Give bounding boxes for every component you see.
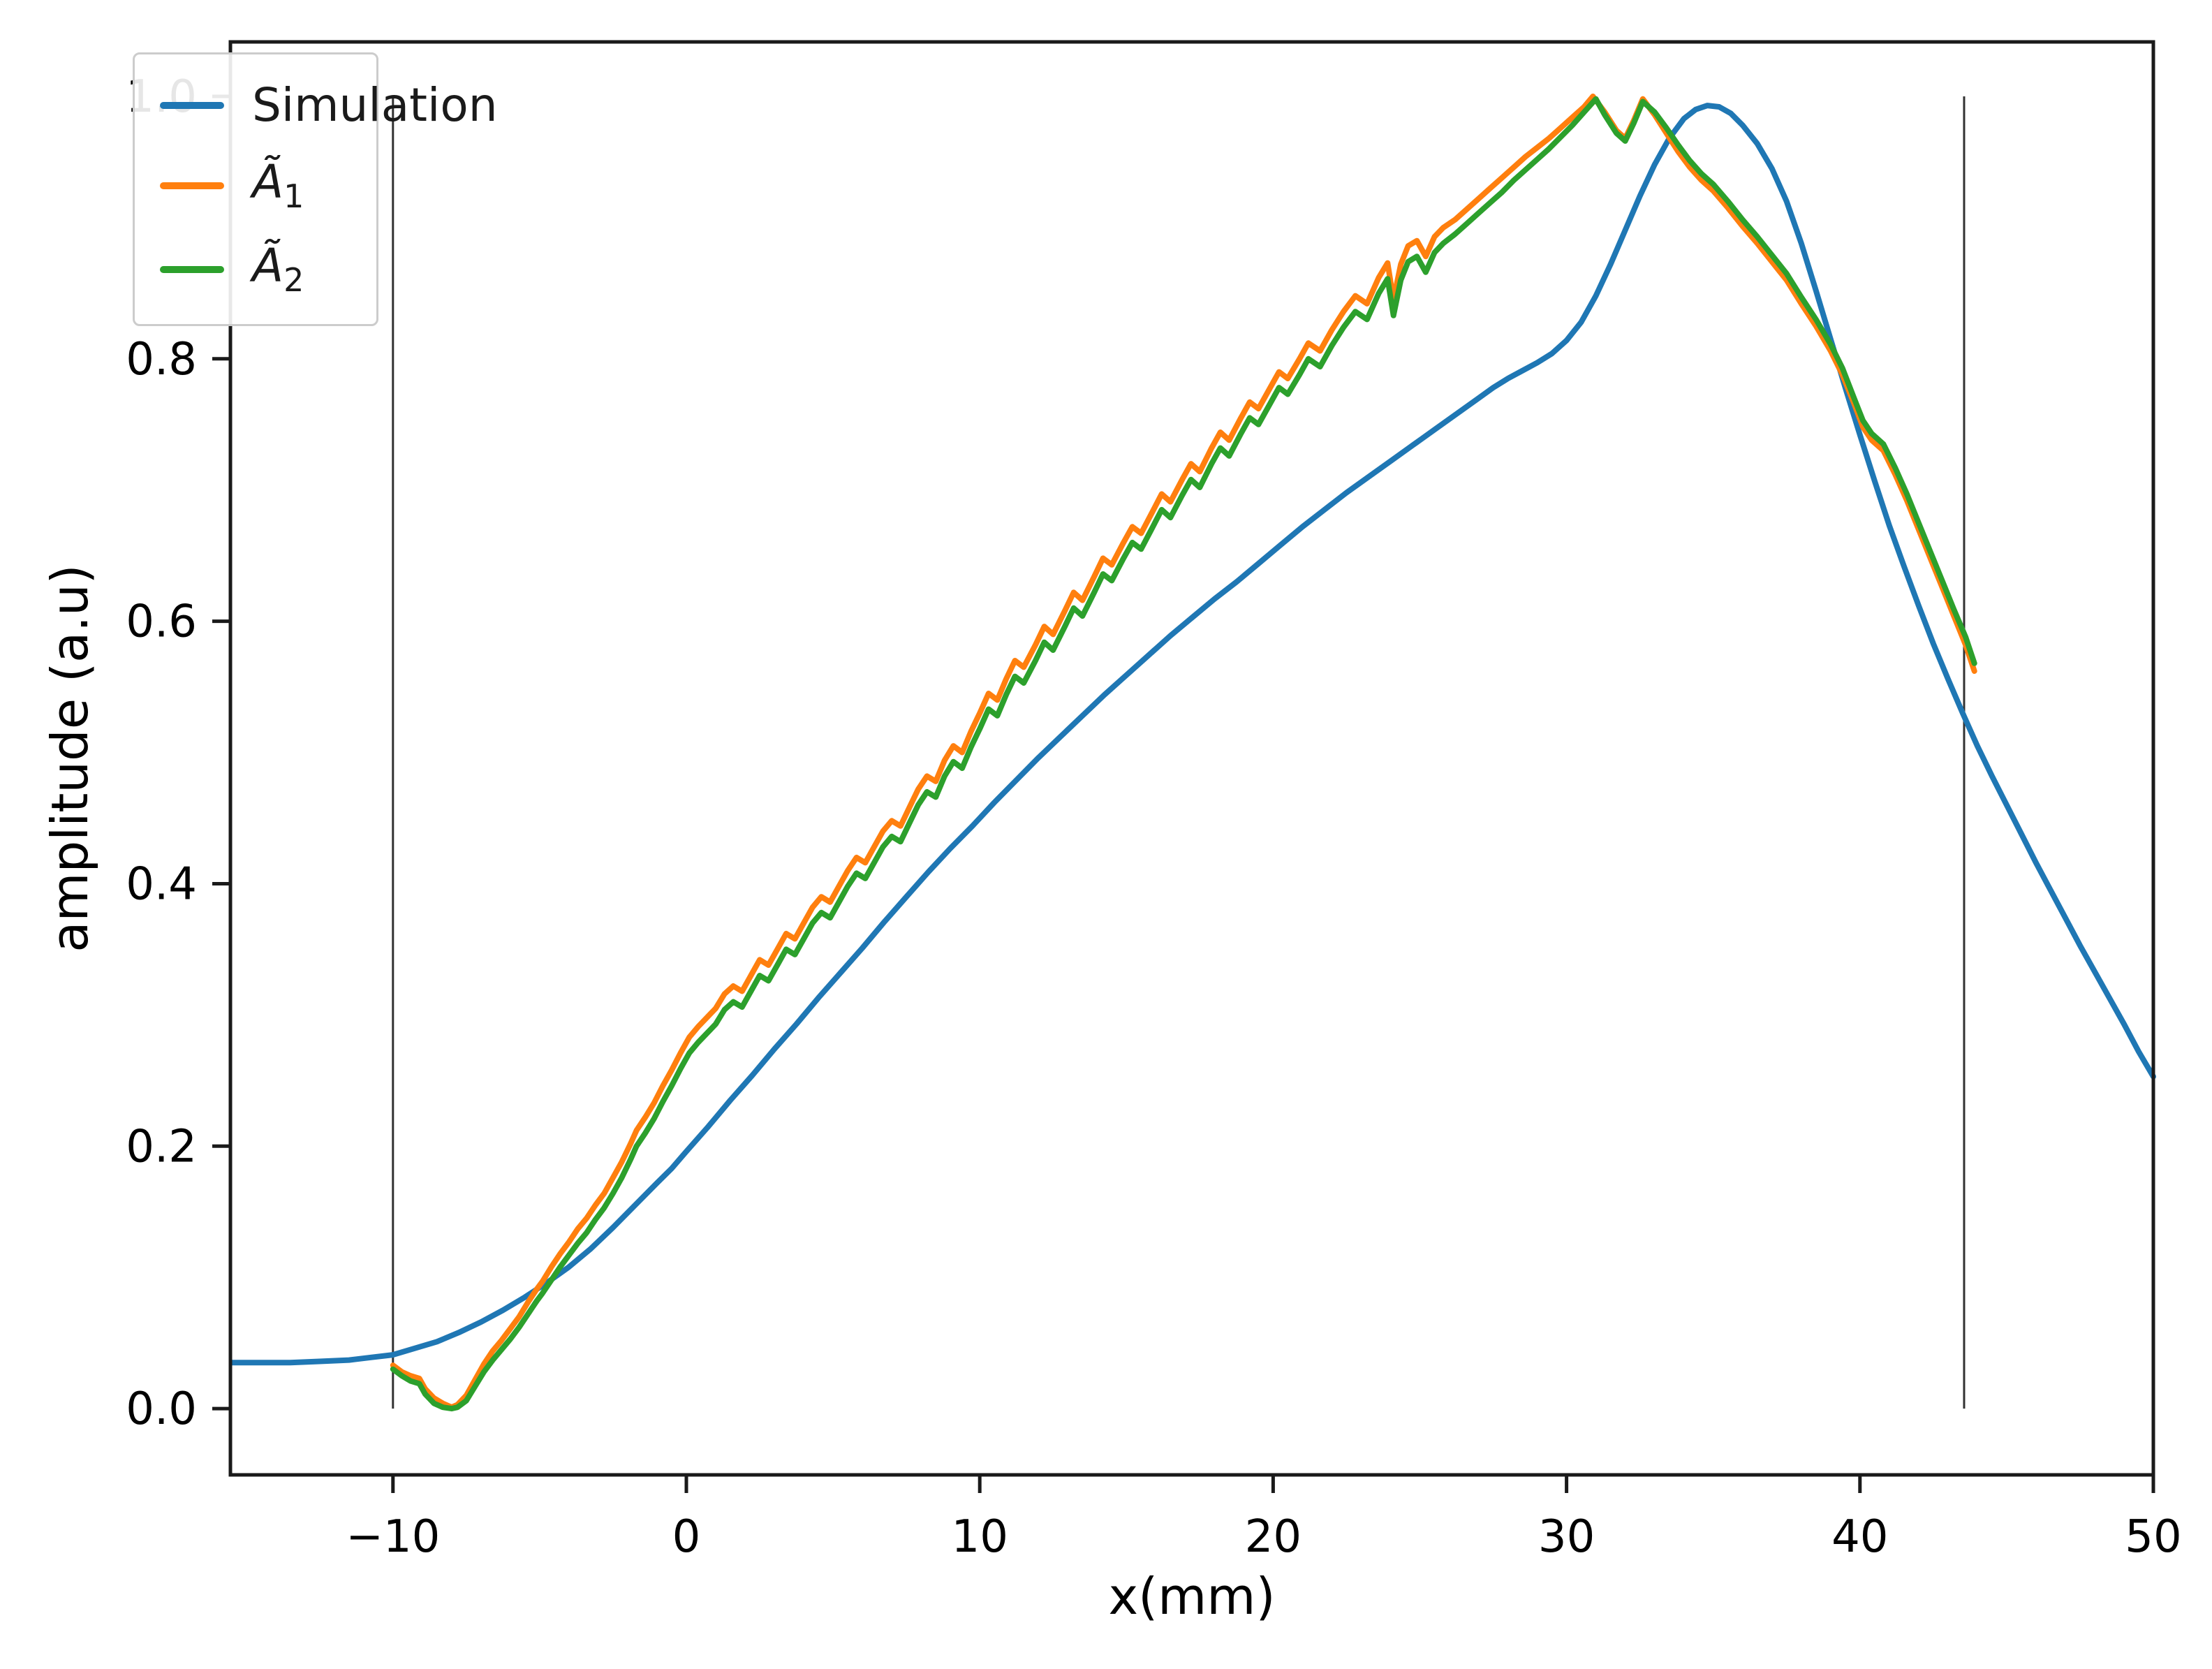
simulation-line-swatch-icon [160, 101, 224, 109]
legend-label-simulation: Simulation [252, 78, 498, 132]
axes-spines [228, 40, 2155, 1477]
legend-label-a1: Ã1 [252, 159, 304, 212]
x-tick-label: 0 [672, 1511, 701, 1563]
legend: Simulation Ã1 Ã2 [133, 52, 498, 326]
y-axis-label: amplitude (a.u) [40, 564, 99, 953]
x-tick-label: 20 [1245, 1511, 1302, 1563]
a2-line-swatch-icon [160, 265, 224, 273]
legend-entry-a2: Ã2 [160, 242, 369, 300]
y-tick-label: 0.6 [126, 596, 197, 648]
legend-entry-simulation: Simulation [160, 82, 498, 128]
x-axis-label: x(mm) [1108, 1567, 1276, 1626]
x-tick-label: −10 [346, 1511, 440, 1563]
legend-label-a2: Ã2 [252, 242, 304, 300]
series-line-a2 [390, 96, 1977, 1412]
y-tick-label: 0.0 [126, 1383, 197, 1435]
legend-label-a1-base: Ã [252, 154, 284, 209]
y-tick-label: 0.4 [126, 858, 197, 910]
series-line-simulation [228, 103, 2156, 1366]
x-tick-label: 30 [1538, 1511, 1595, 1563]
a1-line-swatch-icon [160, 182, 224, 189]
y-tick-label: 0.2 [126, 1121, 197, 1172]
x-tick-label: 50 [2125, 1511, 2181, 1563]
y-tick-label: 0.8 [126, 334, 197, 385]
x-tick-label: 10 [951, 1511, 1008, 1563]
legend-entry-a1: Ã1 [160, 159, 369, 212]
x-tick-label: 40 [1831, 1511, 1888, 1563]
legend-label-a2-sub: 2 [283, 261, 304, 300]
legend-label-a1-sub: 1 [283, 177, 304, 215]
legend-label-a2-base: Ã [252, 238, 284, 293]
